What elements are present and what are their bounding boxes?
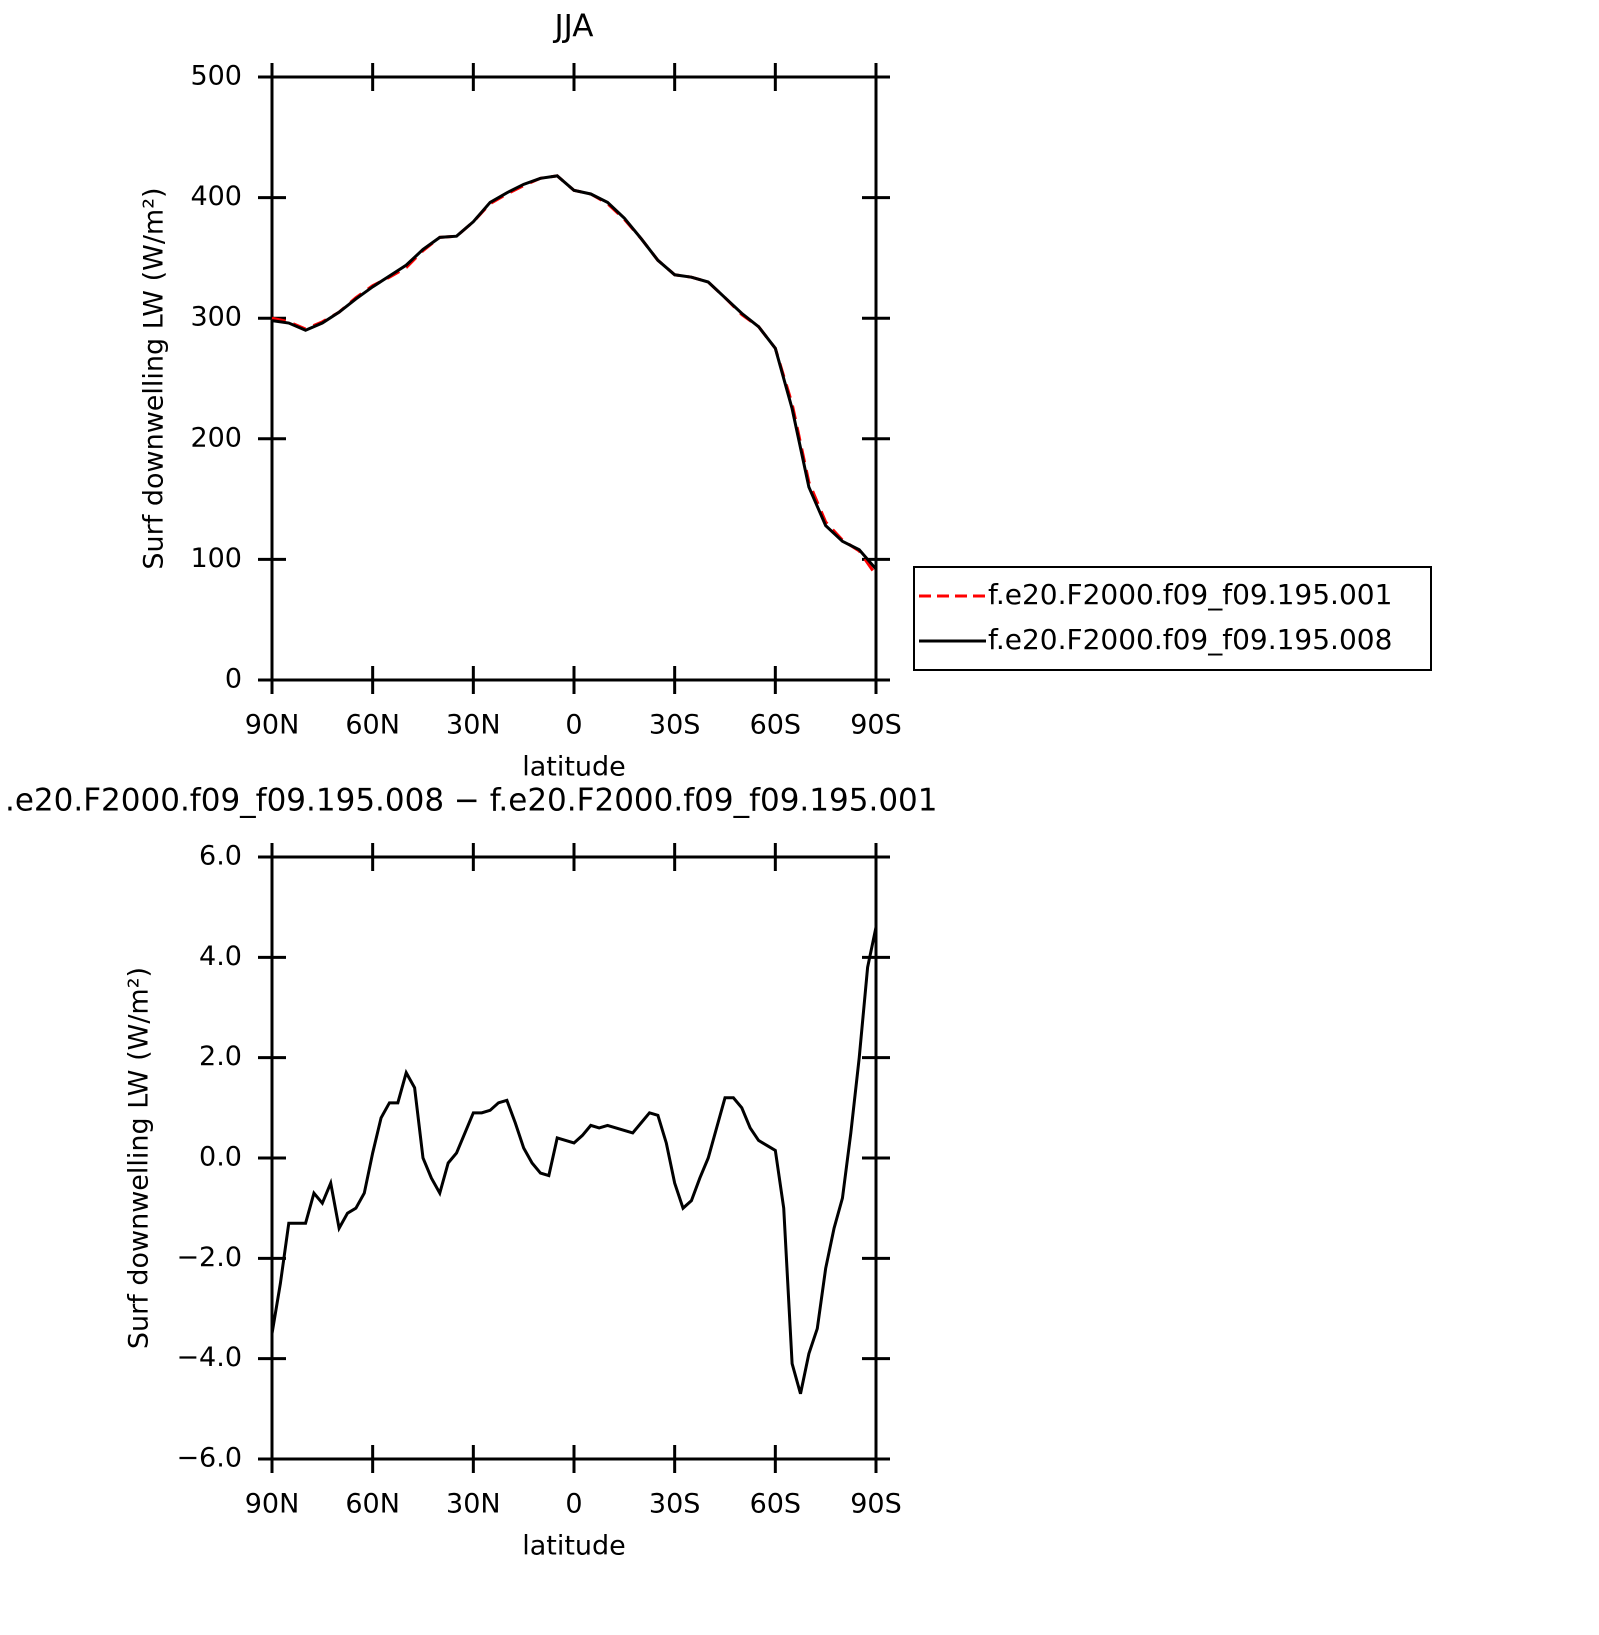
- data-line: [271, 174, 878, 576]
- x-tick-label: 30N: [446, 710, 501, 741]
- y-axis-label: Surf downwelling LW (W/m²): [139, 187, 170, 569]
- x-tick-label: 60N: [345, 1489, 400, 1520]
- y-axis-label: Surf downwelling LW (W/m²): [124, 967, 155, 1349]
- x-tick-label: 90S: [850, 1489, 902, 1520]
- x-axis-label: latitude: [522, 752, 626, 783]
- y-tick-label: 0: [225, 664, 242, 695]
- x-tick-label: 30S: [649, 710, 701, 741]
- x-tick-label: 30N: [446, 1489, 501, 1520]
- y-tick-label: 200: [190, 422, 242, 453]
- legend-label: f.e20.F2000.f09_f09.195.008: [988, 623, 1392, 656]
- x-tick-label: 60S: [750, 710, 802, 741]
- y-tick-label: 500: [190, 61, 242, 92]
- legend-label: f.e20.F2000.f09_f09.195.001: [988, 578, 1392, 611]
- chart-title: .e20.F2000.f09_f09.195.008 − f.e20.F2000…: [5, 783, 937, 819]
- legend-box: [913, 566, 1432, 671]
- data-line: [270, 926, 878, 1395]
- x-axis-label: latitude: [522, 1531, 626, 1562]
- x-tick-label: 0: [565, 1489, 582, 1520]
- y-tick-label: 100: [190, 543, 242, 574]
- y-tick-label: 0.0: [199, 1142, 242, 1173]
- x-tick-label: 90N: [245, 1489, 300, 1520]
- x-tick-label: 60N: [345, 710, 400, 741]
- chart-title: JJA: [553, 9, 594, 45]
- x-tick-label: 90N: [245, 710, 300, 741]
- data-line: [271, 174, 878, 571]
- y-tick-label: −4.0: [176, 1342, 242, 1373]
- x-tick-label: 90S: [850, 710, 902, 741]
- y-tick-label: 6.0: [199, 841, 242, 872]
- x-tick-label: 0: [565, 710, 582, 741]
- plot-frame: [270, 75, 878, 682]
- y-tick-label: −2.0: [176, 1242, 242, 1273]
- x-tick-label: 60S: [750, 1489, 802, 1520]
- y-tick-label: 300: [190, 302, 242, 333]
- x-tick-label: 30S: [649, 1489, 701, 1520]
- y-tick-label: 400: [190, 181, 242, 212]
- y-tick-label: −6.0: [176, 1443, 242, 1474]
- y-tick-label: 4.0: [199, 941, 242, 972]
- plot-frame: [270, 855, 878, 1461]
- y-tick-label: 2.0: [199, 1041, 242, 1072]
